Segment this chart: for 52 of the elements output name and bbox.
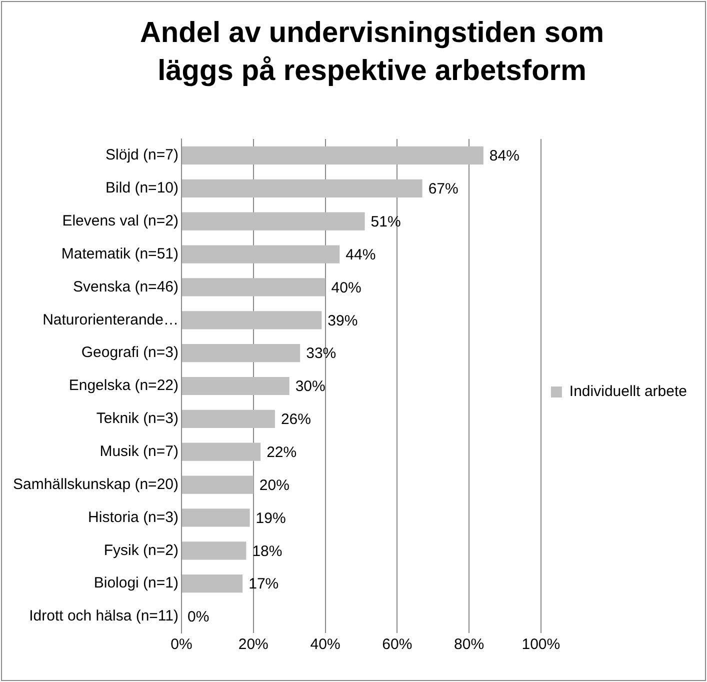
y-tick-label: Matematik (n=51) bbox=[61, 245, 179, 262]
data-label: 17% bbox=[248, 576, 279, 593]
data-label: 30% bbox=[295, 378, 326, 396]
bar bbox=[182, 179, 422, 198]
y-tick-label: Musik (n=7) bbox=[100, 443, 179, 460]
bar bbox=[182, 508, 250, 527]
bar bbox=[182, 278, 326, 296]
data-label: 19% bbox=[256, 510, 286, 527]
y-tick-label: Naturorienterande… bbox=[42, 311, 179, 328]
x-tick-label: 60% bbox=[382, 636, 412, 654]
data-label: 33% bbox=[306, 345, 336, 362]
data-label: 44% bbox=[346, 246, 376, 264]
bar bbox=[182, 344, 300, 362]
data-label: 18% bbox=[252, 542, 282, 560]
y-tick-label: Samhällskunskap (n=20) bbox=[12, 476, 179, 493]
legend-label: Individuellt arbete bbox=[569, 383, 687, 400]
y-tick-label: Teknik (n=3) bbox=[96, 410, 179, 428]
data-label: 20% bbox=[259, 476, 290, 494]
data-label: 40% bbox=[331, 279, 362, 296]
y-tick-label: Biologi (n=1) bbox=[94, 574, 179, 592]
y-tick-label: Slöjd (n=7) bbox=[106, 146, 179, 164]
data-label: 0% bbox=[188, 608, 210, 626]
bar bbox=[182, 476, 254, 494]
y-tick-label: Bild (n=10) bbox=[106, 180, 179, 197]
x-tick-label: 0% bbox=[170, 636, 192, 654]
bar bbox=[182, 245, 340, 264]
data-label: 84% bbox=[489, 148, 520, 165]
y-tick-label: Svenska (n=46) bbox=[73, 278, 179, 296]
x-tick-label: 100% bbox=[522, 636, 560, 654]
bar bbox=[182, 146, 484, 165]
y-tick-label: Historia (n=3) bbox=[88, 508, 179, 526]
bar bbox=[182, 442, 261, 461]
y-tick-label: Engelska (n=22) bbox=[68, 377, 179, 394]
y-tick-label: Elevens val (n=2) bbox=[62, 212, 179, 230]
y-tick-label: Fysik (n=2) bbox=[104, 542, 179, 559]
x-tick-label: 80% bbox=[454, 636, 484, 654]
bar bbox=[182, 311, 322, 330]
bar bbox=[182, 376, 290, 396]
bar bbox=[182, 212, 365, 230]
data-label: 67% bbox=[428, 180, 458, 198]
y-tick-label: Geografi (n=3) bbox=[81, 344, 179, 362]
bar bbox=[182, 410, 275, 428]
x-tick-label: 20% bbox=[238, 636, 268, 654]
data-label: 22% bbox=[266, 444, 297, 462]
data-label: 51% bbox=[370, 213, 401, 230]
y-tick-label: Idrott och hälsa (n=11) bbox=[29, 608, 179, 625]
bar bbox=[182, 574, 243, 593]
data-label: 26% bbox=[280, 411, 311, 428]
data-label: 39% bbox=[328, 312, 358, 330]
chart-title: Andel av undervisningstiden som läggs på respektive arbetsform bbox=[138, 16, 606, 89]
bar bbox=[182, 542, 246, 560]
x-tick-label: 40% bbox=[310, 636, 340, 654]
